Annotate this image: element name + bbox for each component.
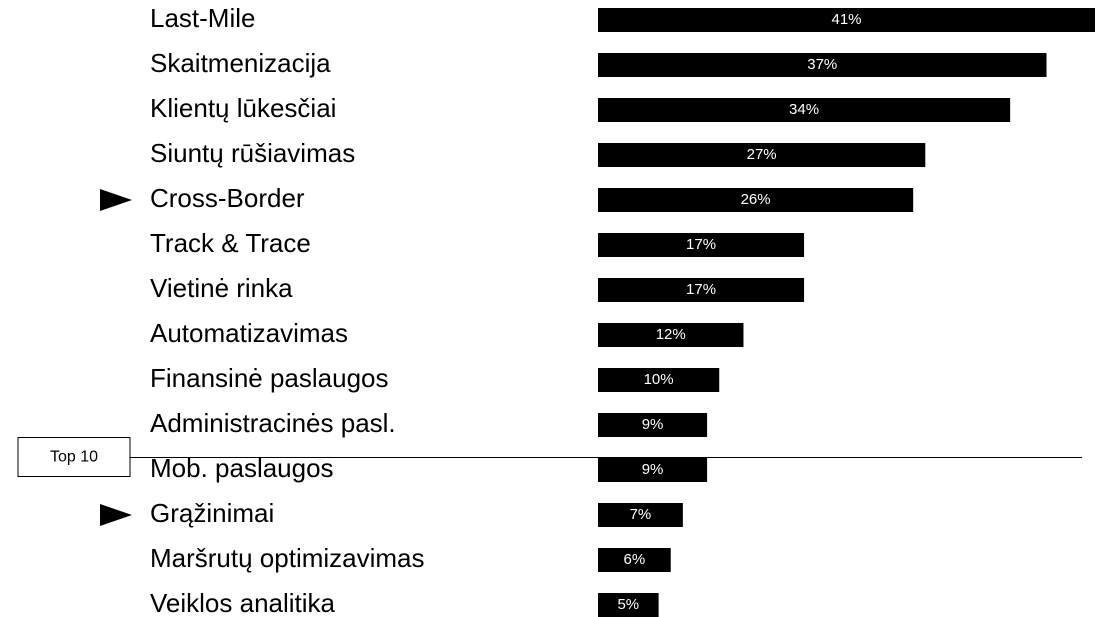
value-label: 9% xyxy=(642,416,664,433)
bar xyxy=(598,233,805,257)
value-label: 26% xyxy=(741,191,771,208)
bar xyxy=(598,503,683,527)
category-label: Vietinė rinka xyxy=(150,273,293,303)
bar xyxy=(598,323,744,347)
bar xyxy=(598,368,720,392)
bar xyxy=(598,413,708,437)
category-label: Finansinė paslaugos xyxy=(150,363,389,393)
category-label: Last-Mile xyxy=(150,3,255,33)
category-label: Track & Trace xyxy=(150,228,311,258)
value-label: 12% xyxy=(656,326,686,343)
category-label: Skaitmenizacija xyxy=(150,48,331,78)
bar xyxy=(598,8,1095,32)
bar xyxy=(598,593,659,617)
value-label: 17% xyxy=(686,236,716,253)
bar xyxy=(598,98,1011,122)
separator-label: Top 10 xyxy=(50,449,98,466)
category-label: Veiklos analitika xyxy=(150,588,336,617)
separator-box xyxy=(17,437,131,477)
category-label: Grąžinimai xyxy=(150,498,274,528)
bar xyxy=(598,53,1047,77)
bar xyxy=(598,278,805,302)
value-label: 17% xyxy=(686,281,716,298)
bar xyxy=(598,143,926,167)
value-label: 37% xyxy=(807,56,837,73)
category-label: Klientų lūkesčiai xyxy=(150,93,336,123)
value-label: 34% xyxy=(789,101,819,118)
highlight-marker xyxy=(100,189,132,211)
value-label: 7% xyxy=(630,506,652,523)
category-label: Maršrutų optimizavimas xyxy=(150,543,425,573)
value-label: 9% xyxy=(642,461,664,478)
value-label: 10% xyxy=(644,371,674,388)
value-label: 6% xyxy=(624,551,646,568)
value-label: 41% xyxy=(831,11,861,28)
value-label: 27% xyxy=(747,146,777,163)
highlight-marker xyxy=(100,504,132,526)
value-label: 5% xyxy=(617,596,639,613)
bar xyxy=(598,548,671,572)
bar xyxy=(598,458,708,482)
category-label: Administracinės pasl. xyxy=(150,408,396,438)
bar xyxy=(598,188,914,212)
category-label: Siuntų rūšiavimas xyxy=(150,138,355,168)
category-label: Automatizavimas xyxy=(150,318,348,348)
category-label: Cross-Border xyxy=(150,183,305,213)
